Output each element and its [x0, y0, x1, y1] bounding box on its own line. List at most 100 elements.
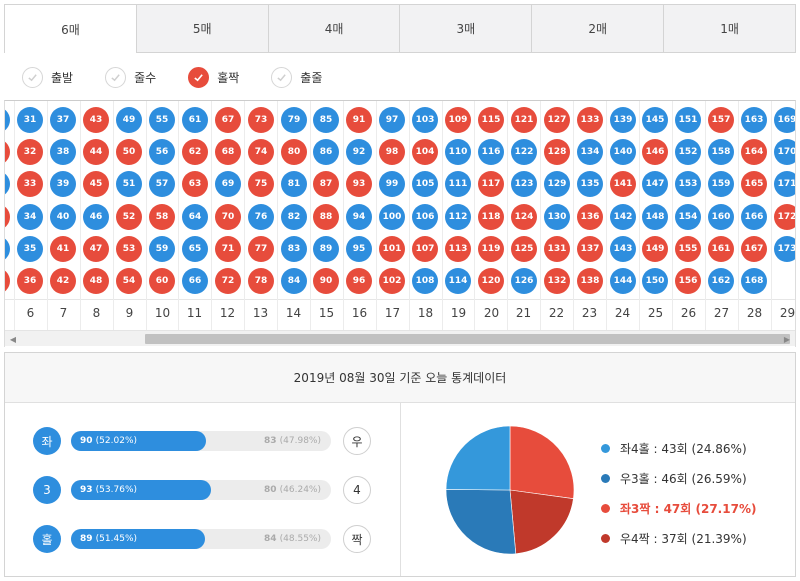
bar-row-left-right: 좌 90 (52.02%) 83 (47.98%) 우	[33, 426, 373, 456]
result-ball	[5, 107, 10, 133]
result-ball: 148	[642, 204, 668, 230]
result-ball: 67	[215, 107, 241, 133]
result-ball: 117	[478, 171, 504, 197]
tab-5[interactable]: 5매	[135, 5, 268, 53]
filter-lines[interactable]: 줄수	[105, 66, 157, 88]
tab-1[interactable]: 1매	[663, 5, 795, 53]
result-ball: 74	[248, 139, 274, 165]
filter-label: 줄수	[134, 70, 157, 85]
check-icon	[22, 66, 43, 88]
result-ball: 155	[675, 236, 701, 262]
bar-right-value: 84	[263, 534, 277, 544]
filter-start-lines[interactable]: 출줄	[271, 66, 322, 88]
result-ball: 136	[577, 204, 603, 230]
result-ball: 58	[149, 204, 175, 230]
result-ball: 38	[50, 139, 76, 165]
result-ball: 127	[544, 107, 570, 133]
ratio-bars: 좌 90 (52.02%) 83 (47.98%) 우 3 93 (53.76%…	[5, 403, 401, 576]
scroll-thumb[interactable]	[145, 334, 790, 344]
column-number: 20	[483, 306, 500, 320]
result-ball: 147	[642, 171, 668, 197]
scroll-right-icon[interactable]: ▶	[783, 334, 791, 344]
bar-fill: 93 (53.76%)	[71, 480, 211, 500]
result-ball: 91	[346, 107, 372, 133]
result-ball: 62	[182, 139, 208, 165]
result-ball: 168	[741, 268, 767, 294]
bar-track: 89 (51.45%) 84 (48.55%)	[71, 529, 331, 549]
result-ball: 40	[50, 204, 76, 230]
result-board: 31 32 33 34 35 36 6 37 38 39 40 41 42 7 43 44 45 46 47 48 8 4…	[4, 100, 796, 347]
label-right: 짝	[343, 525, 371, 553]
result-ball: 101	[379, 236, 405, 262]
tab-3[interactable]: 3매	[399, 5, 532, 53]
column-divider	[244, 101, 245, 333]
label-left: 홀	[33, 525, 61, 553]
legend-dot	[601, 533, 610, 543]
result-ball: 56	[149, 139, 175, 165]
result-ball: 45	[83, 171, 109, 197]
column-divider	[771, 101, 772, 333]
tab-6[interactable]: 6매	[5, 5, 136, 53]
legend-label: 우3홀 : 46회 (26.59%)	[620, 471, 747, 486]
result-ball: 78	[248, 268, 274, 294]
column-number: 26	[680, 306, 697, 320]
pie-slice	[509, 489, 574, 555]
column-number: 21	[515, 306, 532, 320]
tab-2[interactable]: 2매	[531, 5, 664, 53]
column-divider	[113, 101, 114, 333]
result-ball: 81	[281, 171, 307, 197]
filter-label: 출발	[51, 70, 74, 85]
legend-dot	[601, 473, 610, 483]
bar-right-value: 80	[263, 485, 277, 495]
result-ball: 85	[313, 107, 339, 133]
result-ball: 104	[412, 139, 438, 165]
legend-dot	[601, 503, 610, 513]
column-number: 11	[186, 306, 203, 320]
label-left: 좌	[33, 427, 61, 455]
filter-start[interactable]: 출발	[22, 66, 74, 88]
result-ball: 170	[774, 139, 795, 165]
result-ball: 152	[675, 139, 701, 165]
pie-slice	[509, 425, 575, 500]
result-ball: 165	[741, 171, 767, 197]
result-ball: 119	[478, 236, 504, 262]
column-divider	[672, 101, 673, 333]
result-ball: 39	[50, 171, 76, 197]
result-ball: 169	[774, 107, 795, 133]
result-ball: 84	[281, 268, 307, 294]
result-ball	[5, 268, 10, 294]
result-ball: 145	[642, 107, 668, 133]
column-divider	[639, 101, 640, 333]
column-number: 10	[154, 306, 171, 320]
legend-item: 우3홀 : 46회 (26.59%)	[601, 463, 756, 493]
column-divider	[474, 101, 475, 333]
column-divider	[606, 101, 607, 333]
stats-panel: 2019년 08월 30일 기준 오늘 통계데이터 좌 90 (52.02%) …	[4, 352, 796, 577]
scroll-left-icon[interactable]: ◀	[9, 334, 17, 344]
result-ball: 55	[149, 107, 175, 133]
column-number: 16	[351, 306, 368, 320]
column-divider	[310, 101, 311, 333]
filter-odd-even[interactable]: 홀짝	[188, 66, 239, 88]
result-ball: 115	[478, 107, 504, 133]
result-ball: 126	[511, 268, 537, 294]
result-ball: 60	[149, 268, 175, 294]
result-ball: 97	[379, 107, 405, 133]
tab-4[interactable]: 4매	[267, 5, 400, 53]
column-number: 18	[417, 306, 434, 320]
result-ball: 142	[610, 204, 636, 230]
result-ball: 69	[215, 171, 241, 197]
column-divider	[540, 101, 541, 333]
pie-chart	[445, 425, 575, 555]
result-ball: 41	[50, 236, 76, 262]
result-ball: 103	[412, 107, 438, 133]
result-ball: 113	[445, 236, 471, 262]
legend-label: 좌4홀 : 43회 (24.86%)	[620, 441, 747, 456]
column-number: 12	[219, 306, 236, 320]
bar-right-value: 83	[263, 436, 277, 446]
result-ball: 92	[346, 139, 372, 165]
horizontal-scrollbar[interactable]: ◀ ▶	[5, 330, 795, 346]
bar-fill: 90 (52.02%)	[71, 431, 207, 451]
result-ball: 36	[17, 268, 43, 294]
column-divider	[146, 101, 147, 333]
